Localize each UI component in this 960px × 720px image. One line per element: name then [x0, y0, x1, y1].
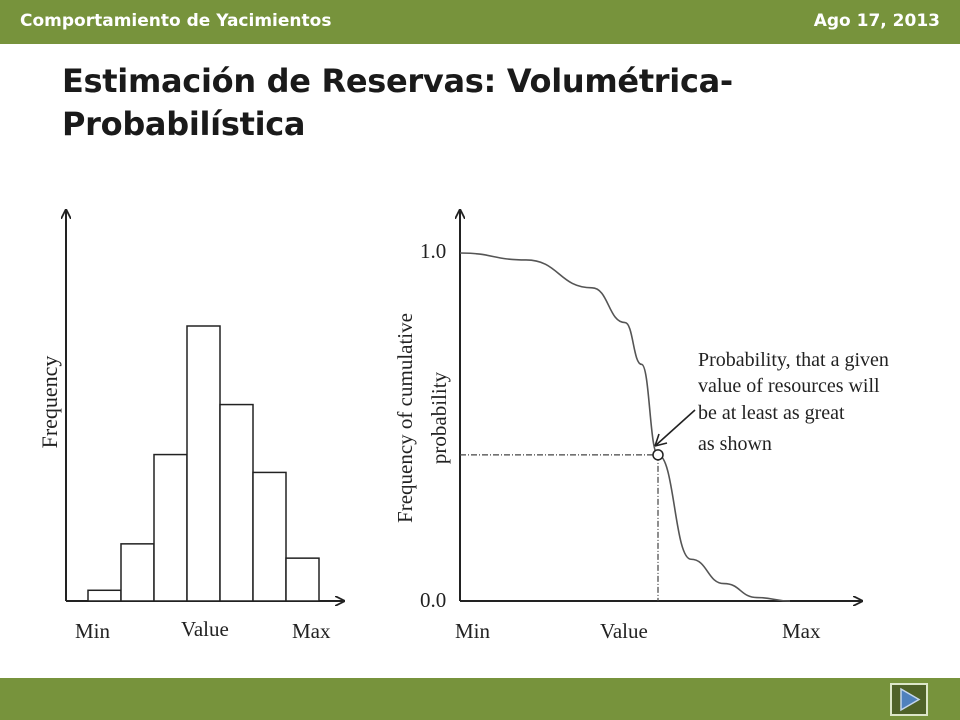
next-slide-button[interactable]: [890, 683, 928, 716]
annotation-line-2: value of resources will: [698, 375, 880, 397]
annotation-arrowhead: [654, 433, 668, 447]
header-bar: Comportamiento de Yacimientos Ago 17, 20…: [0, 0, 960, 44]
hist-bar: [87, 589, 122, 602]
slide-title: Estimación de Reservas: Volumétrica-Prob…: [62, 62, 733, 143]
hist-bar: [219, 403, 254, 602]
cumulative-curve: [459, 252, 791, 602]
cum-ytick-bottom: 0.0: [420, 588, 446, 612]
annotation-line-3: be at least as great: [698, 402, 845, 424]
hist-tick-max: Max: [292, 619, 331, 643]
cum-ytick-top: 1.0: [420, 239, 446, 263]
annotation-arrow: [654, 409, 696, 447]
cum-xtick-min: Min: [455, 619, 491, 643]
highlight-point: [652, 449, 664, 461]
annotation-line-1: Probability, that a given: [698, 349, 889, 371]
next-arrow-icon: [900, 687, 921, 712]
hist-bar: [285, 557, 320, 602]
annotation-line-4: as shown: [698, 433, 772, 455]
hist-tick-value: Value: [181, 617, 229, 641]
cum-ylabel-line2: probability: [427, 371, 451, 464]
footer-bar: [0, 678, 960, 720]
course-title: Comportamiento de Yacimientos: [20, 11, 332, 31]
hist-bar: [252, 471, 287, 602]
hist-bar: [120, 543, 155, 602]
hist-bar: [186, 325, 221, 602]
hist-bar: [153, 453, 188, 602]
cum-xtick-value: Value: [600, 619, 648, 643]
date-label: Ago 17, 2013: [813, 11, 940, 31]
hist-ylabel: Frequency: [37, 356, 62, 449]
cum-xtick-max: Max: [782, 619, 821, 643]
hist-tick-min: Min: [75, 619, 111, 643]
cum-ylabel-line1: Frequency of cumulative: [393, 313, 417, 523]
